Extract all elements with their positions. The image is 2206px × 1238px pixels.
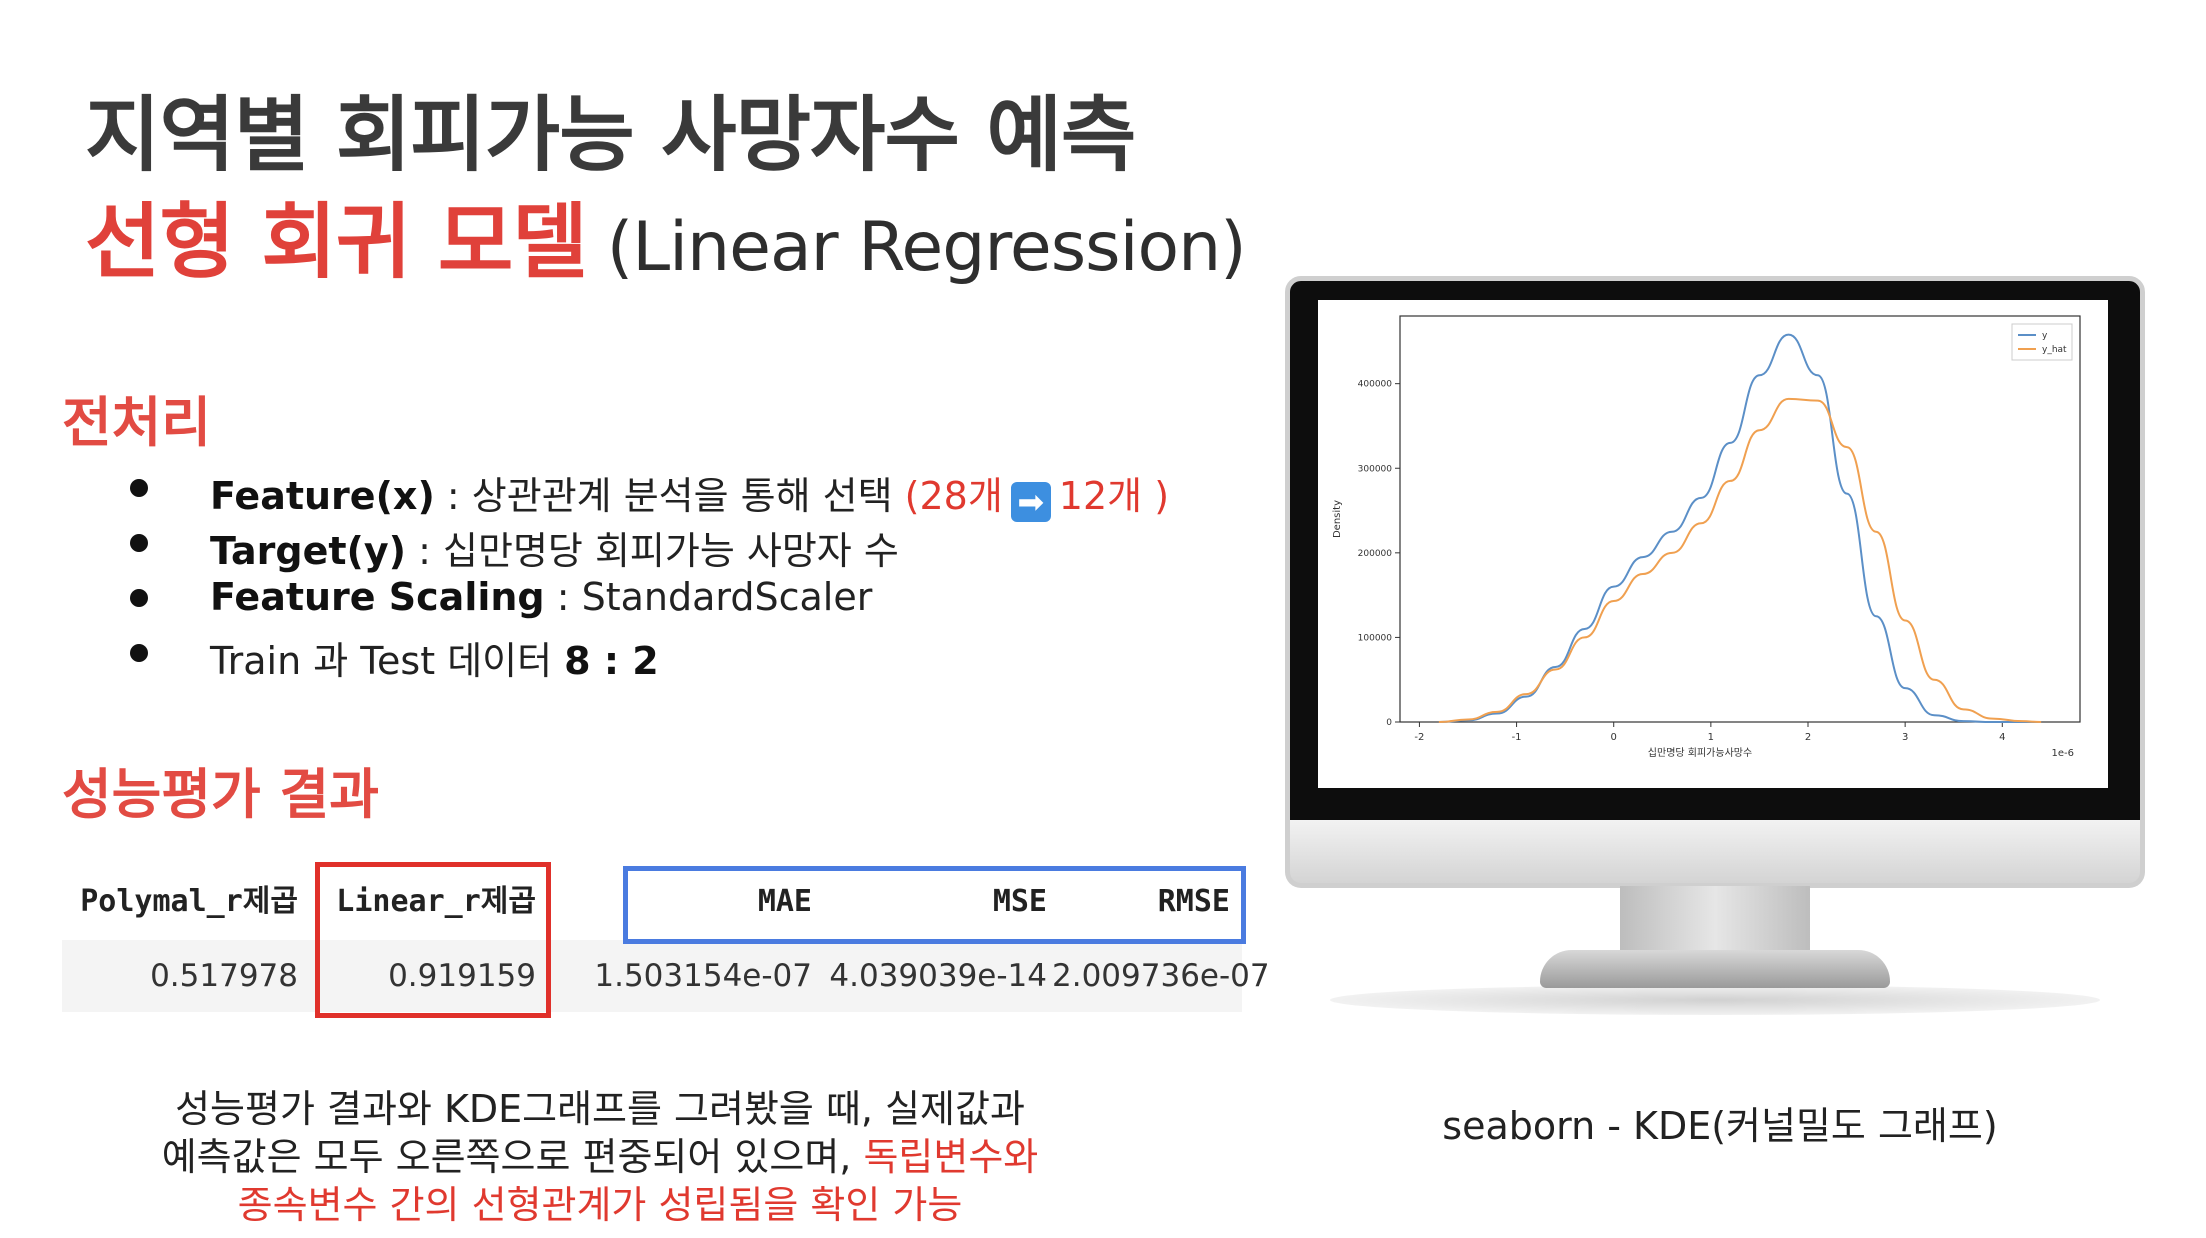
conclusion-line-2-highlight: 독립변수와 — [863, 1135, 1039, 1179]
bullet-icon — [130, 479, 148, 497]
monitor-chin — [1285, 820, 2145, 888]
monitor-screen: -2 -1 0 1 2 3 4 0 100000 200000 300000 400000 십만명당 회… — [1318, 300, 2108, 788]
title-line-2-korean: 선형 회귀 모델 — [85, 195, 588, 290]
split-text: Train 과 Test 데이터 — [210, 639, 565, 683]
chart-caption: seaborn - KDE(커널밀도 그래프) — [1442, 1104, 1998, 1148]
value-mae: 1.503154e-07 — [594, 958, 812, 994]
y-tick-label: 100000 — [1358, 633, 1393, 643]
y-tick-label: 300000 — [1358, 464, 1393, 474]
value-rmse: 2.009736e-07 — [1052, 958, 1270, 994]
monitor-stand-base — [1540, 950, 1890, 988]
header-rmse: RMSE — [1157, 884, 1230, 919]
title-line-2: 선형 회귀 모델 (Linear Regression) — [85, 175, 1247, 294]
table-header: Polymal_r제곱 Linear_r제곱 MAE MSE RMSE — [62, 870, 1242, 934]
title-line-2-english: (Linear Regression) — [606, 208, 1247, 287]
table-row: 0.517978 0.919159 1.503154e-07 4.039039e… — [62, 940, 1270, 1012]
title-line-1: 지역별 회피가능 사망자수 예측 — [85, 88, 1136, 183]
split-ratio: 8 : 2 — [564, 639, 659, 683]
x-tick-label: 0 — [1611, 732, 1617, 743]
feature-count-before: (28개 — [904, 474, 1003, 518]
series-line-y — [1438, 333, 2042, 723]
y-tick-label: 400000 — [1358, 380, 1393, 390]
y-tick-label: 0 — [1386, 718, 1392, 728]
x-tick-label: 3 — [1902, 732, 1908, 743]
plot-frame — [1399, 315, 2081, 723]
target-text: : 십만명당 회피가능 사망자 수 — [406, 529, 899, 573]
feature-text: : 상관관계 분석을 통해 선택 — [434, 474, 905, 518]
x-axis-label: 십만명당 회피가능사망수 — [1648, 747, 1752, 759]
x-tick-label: 2 — [1805, 732, 1811, 743]
header-polymal-r2: Polymal_r제곱 — [80, 884, 298, 919]
y-axis-label: Density — [1332, 500, 1343, 538]
preprocess-heading: 전처리 — [62, 391, 212, 454]
bullet-icon — [130, 644, 148, 662]
legend-label: y_hat — [2042, 345, 2067, 355]
error-metrics-highlight-box — [623, 866, 1246, 944]
results-heading: 성능평가 결과 — [62, 763, 379, 826]
x-tick-label: 1 — [1708, 732, 1714, 743]
series-line-y-hat — [1438, 397, 2042, 723]
kde-chart: -2 -1 0 1 2 3 4 0 100000 200000 300000 400000 십만명당 회… — [1332, 315, 2081, 759]
conclusion-line-2-text: 예측값은 모두 오른쪽으로 편중되어 있으며, — [161, 1135, 864, 1179]
legend-box — [2011, 323, 2073, 361]
value-polymal-r2: 0.517978 — [150, 958, 298, 994]
feature-label: Feature(x) — [210, 474, 435, 518]
value-linear-r2: 0.919159 — [388, 958, 536, 994]
linear-r2-highlight-box — [315, 862, 551, 1018]
scaling-label: Feature Scaling — [210, 575, 545, 619]
x-offset-label: 1e-6 — [2052, 748, 2075, 759]
feature-count-after: 12개 ) — [1058, 474, 1170, 518]
monitor-stand-neck — [1620, 886, 1810, 954]
header-mse: MSE — [992, 884, 1047, 919]
value-mse: 4.039039e-14 — [829, 958, 1047, 994]
scaling-text: : StandardScaler — [544, 575, 873, 619]
header-linear-r2: Linear_r제곱 — [336, 884, 536, 919]
conclusion-line-3: 종속변수 간의 선형관계가 성립됨을 확인 가능 — [237, 1183, 963, 1227]
conclusion-line-1: 성능평가 결과와 KDE그래프를 그려봤을 때, 실제값과 — [175, 1087, 1025, 1131]
conclusion-line-2: 예측값은 모두 오른쪽으로 편중되어 있으며, 독립변수와 — [100, 1133, 1100, 1181]
x-tick-label: 4 — [1999, 732, 2005, 743]
conclusion-text: 성능평가 결과와 KDE그래프를 그려봤을 때, 실제값과 예측값은 모두 오른… — [100, 1085, 1100, 1229]
arrow-right-icon: ➡ — [1010, 482, 1051, 522]
x-tick-label: -1 — [1512, 732, 1522, 743]
legend-label: y — [2042, 331, 2048, 341]
bullet-icon — [130, 589, 148, 607]
x-tick-label: -2 — [1414, 732, 1424, 743]
bullet-icon — [130, 534, 148, 552]
monitor-shadow — [1330, 985, 2100, 1015]
header-mae: MAE — [757, 884, 812, 919]
target-label: Target(y) — [210, 529, 407, 573]
y-tick-label: 200000 — [1358, 549, 1393, 559]
